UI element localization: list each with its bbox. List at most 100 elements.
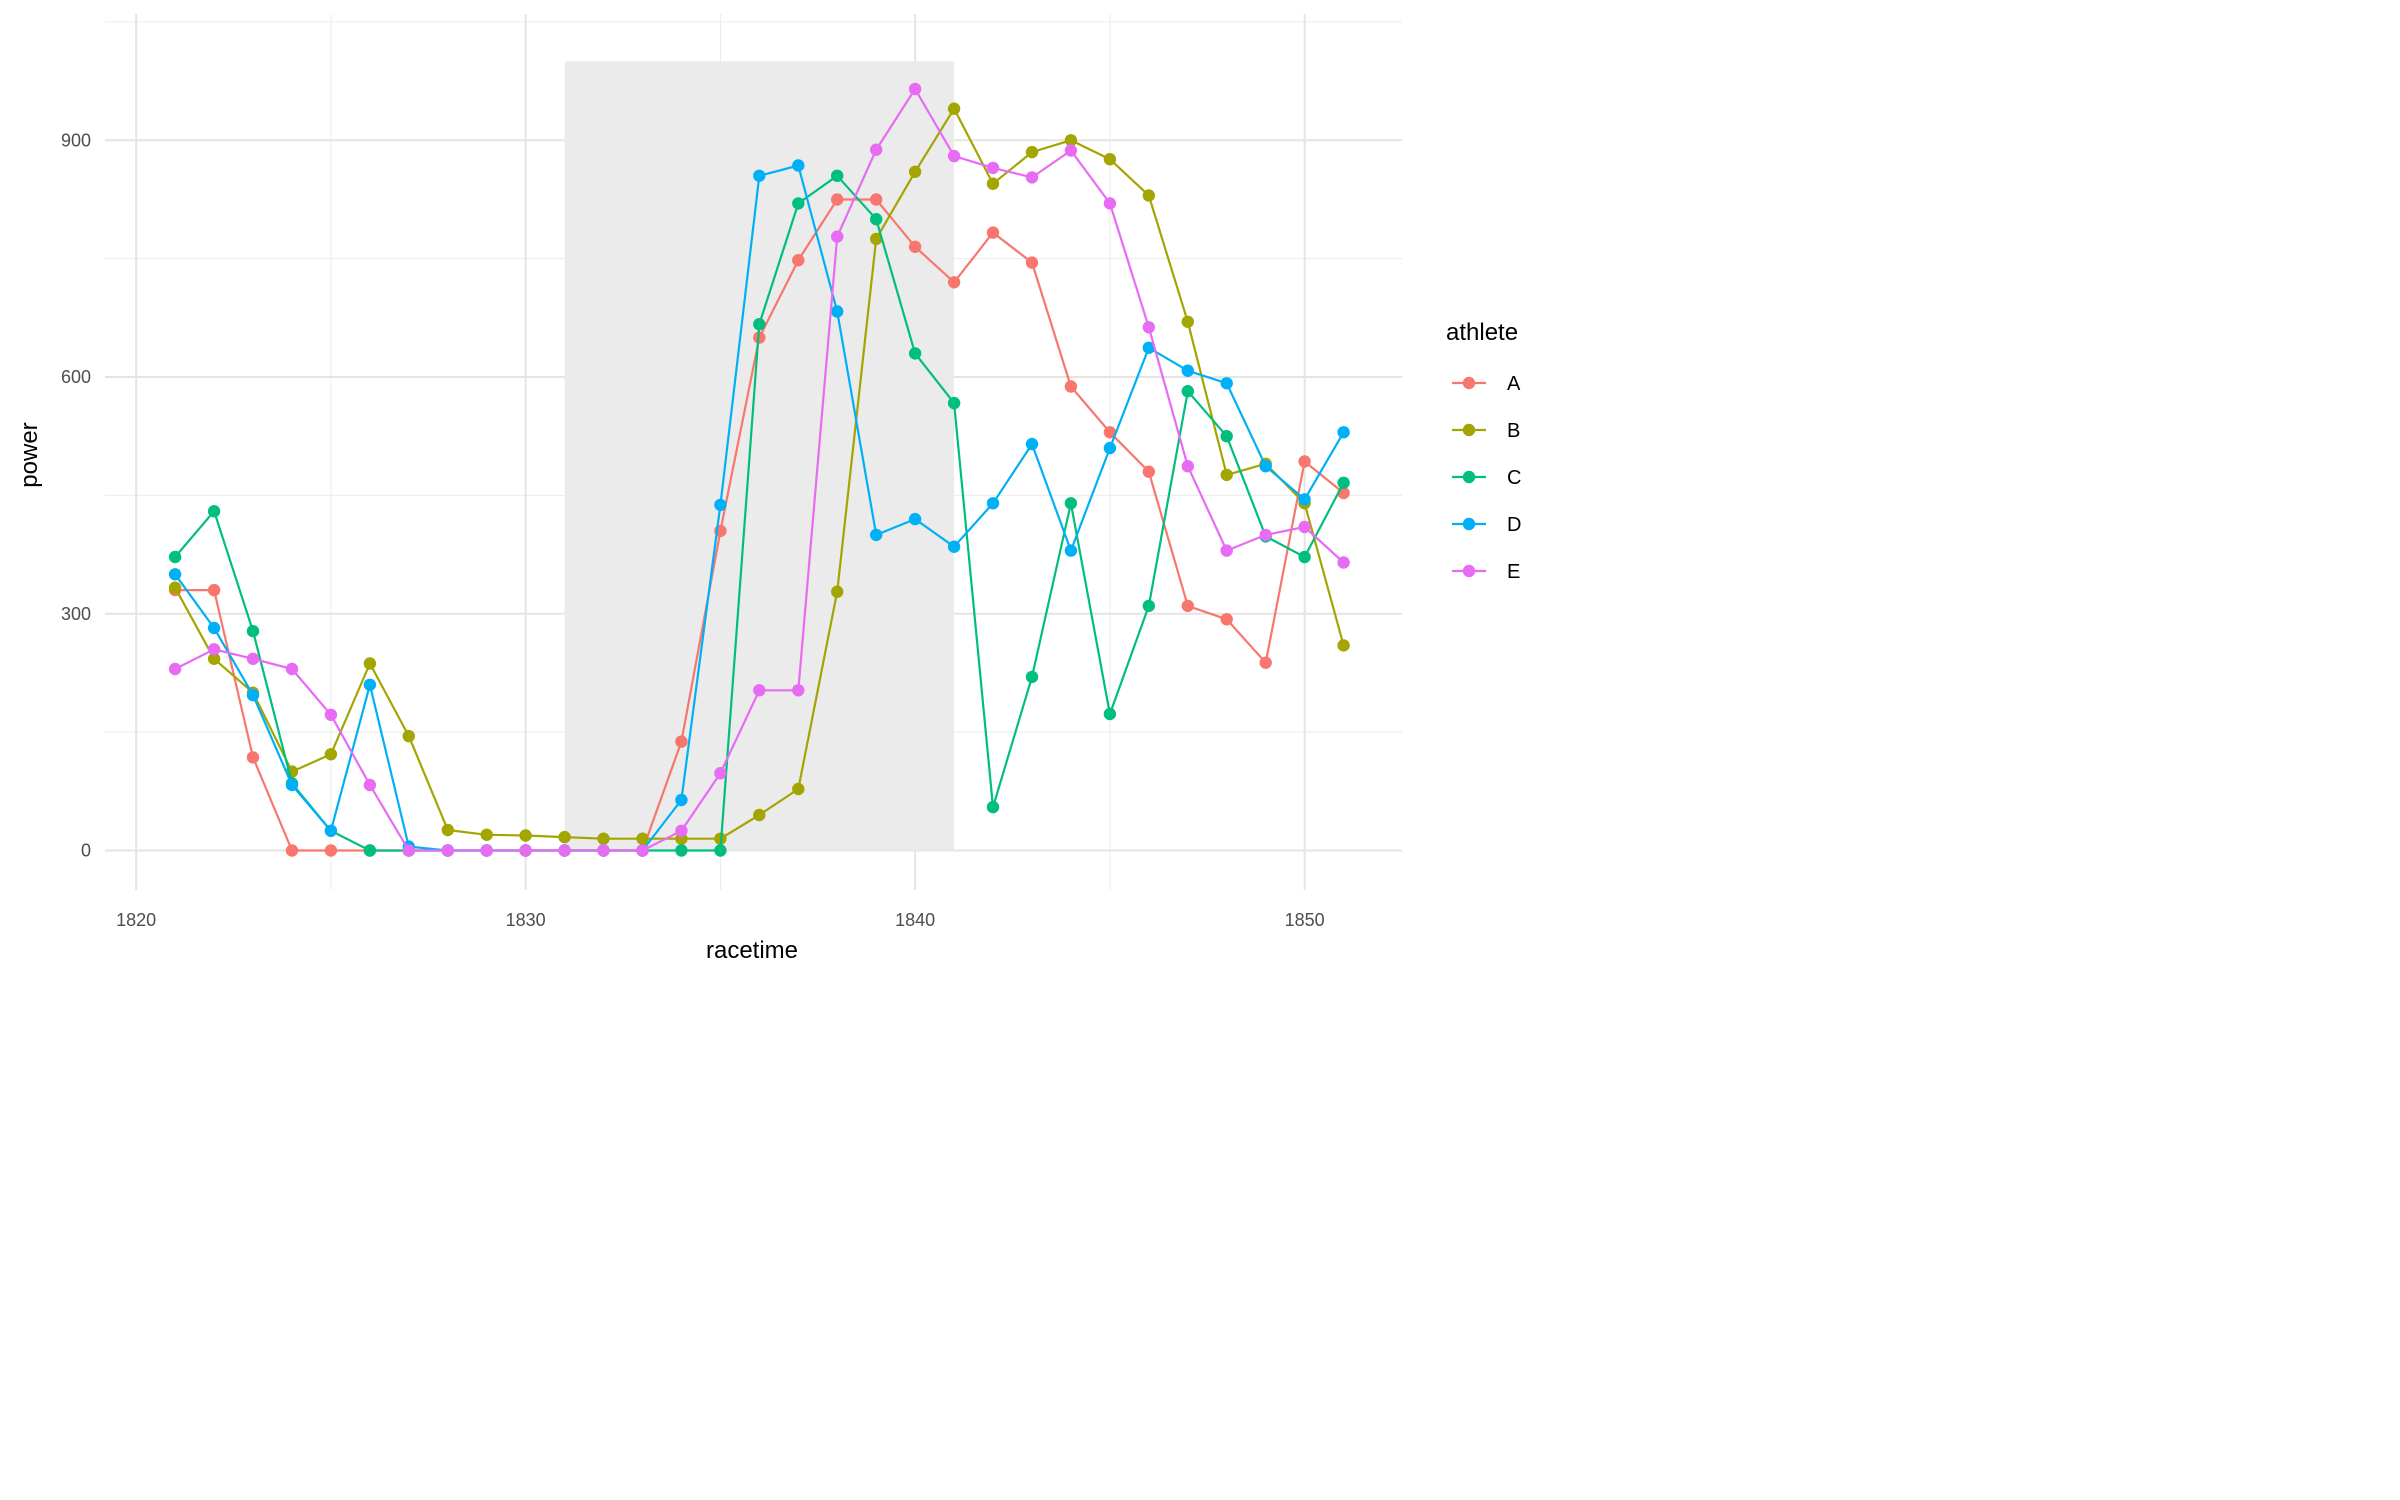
data-point <box>986 226 1000 239</box>
data-point <box>1220 468 1233 482</box>
data-point <box>1142 465 1156 478</box>
data-point <box>441 844 454 857</box>
data-point <box>1064 134 1078 147</box>
x-tick-label: 1850 <box>1285 910 1325 930</box>
data-point <box>1025 171 1039 184</box>
data-point <box>246 751 260 764</box>
data-point <box>792 159 805 172</box>
data-point <box>168 581 182 594</box>
x-tick-label: 1830 <box>506 910 546 930</box>
data-point <box>947 102 961 115</box>
data-point <box>792 254 805 267</box>
data-point <box>1103 197 1117 210</box>
data-point <box>168 662 182 676</box>
data-point <box>1025 256 1039 269</box>
y-tick-label: 300 <box>61 604 91 624</box>
data-point <box>363 678 377 691</box>
x-axis-ticks: 1820 1830 1840 1850 <box>116 910 1325 930</box>
data-point <box>1181 599 1195 613</box>
data-point <box>831 305 844 318</box>
data-point <box>870 213 883 226</box>
series-layer <box>168 82 1350 857</box>
data-point <box>519 829 532 842</box>
data-point <box>207 643 221 656</box>
data-point <box>324 708 338 721</box>
data-point <box>324 748 338 761</box>
legend-label: E <box>1507 561 1520 583</box>
data-point <box>168 568 182 581</box>
data-point <box>1220 430 1233 443</box>
data-point <box>1298 455 1311 468</box>
data-point <box>753 318 766 331</box>
data-point <box>1103 707 1117 721</box>
line-chart: 1820 1830 1840 1850 0 300 600 900 racetime pow… <box>0 0 1568 980</box>
legend-label: B <box>1507 420 1520 442</box>
data-point <box>1220 377 1233 390</box>
x-axis-title: racetime <box>706 937 798 964</box>
data-point <box>1259 528 1272 542</box>
data-point <box>1064 144 1078 157</box>
data-point <box>1103 441 1117 455</box>
data-point <box>1337 476 1350 489</box>
y-tick-label: 900 <box>61 130 91 150</box>
data-point <box>363 657 377 670</box>
legend-item-A: A <box>1452 373 1521 395</box>
legend-key-point <box>1462 517 1476 531</box>
data-point <box>831 169 844 182</box>
x-tick-label: 1840 <box>895 910 935 930</box>
legend-item-C: C <box>1452 467 1521 489</box>
data-point <box>1220 613 1233 626</box>
data-point <box>1181 315 1195 328</box>
data-point <box>1064 544 1078 557</box>
data-point <box>947 396 961 410</box>
data-point <box>1142 321 1156 334</box>
data-point <box>363 778 377 792</box>
data-point <box>1025 437 1039 451</box>
data-point <box>1337 639 1350 652</box>
data-point <box>947 540 961 553</box>
y-tick-label: 0 <box>81 841 91 861</box>
data-point <box>246 688 260 702</box>
legend-title: athlete <box>1446 319 1518 346</box>
data-point <box>1181 385 1195 398</box>
data-point <box>1142 341 1156 354</box>
data-point <box>1025 670 1039 684</box>
data-point <box>1103 153 1117 166</box>
data-point <box>207 621 221 635</box>
data-point <box>558 844 571 857</box>
data-point <box>363 844 377 857</box>
data-point <box>870 232 883 246</box>
data-point <box>558 830 571 844</box>
data-point <box>870 528 883 542</box>
data-point <box>1298 520 1311 534</box>
highlight-region <box>564 61 955 851</box>
legend-key-point <box>1462 564 1476 578</box>
data-point <box>246 624 260 638</box>
legend-label: A <box>1507 373 1521 395</box>
data-point <box>986 497 1000 510</box>
data-point <box>792 684 805 697</box>
data-point <box>597 844 610 857</box>
data-point <box>1064 380 1078 393</box>
data-point <box>714 498 727 512</box>
data-point <box>870 143 883 156</box>
data-point <box>792 197 805 210</box>
data-point <box>636 844 649 857</box>
data-point <box>1103 426 1117 439</box>
data-point <box>441 823 454 837</box>
data-point <box>908 347 922 360</box>
data-point <box>675 793 688 807</box>
data-point <box>986 177 1000 190</box>
data-point <box>831 193 844 206</box>
data-point <box>1142 599 1156 613</box>
y-axis-title: power <box>16 422 43 487</box>
data-point <box>908 82 922 96</box>
data-point <box>753 684 766 697</box>
data-point <box>947 149 961 163</box>
legend-label: C <box>1507 467 1521 489</box>
data-point <box>324 824 338 837</box>
data-point <box>1220 544 1233 557</box>
data-point <box>986 161 1000 175</box>
data-point <box>636 832 649 845</box>
y-tick-label: 600 <box>61 367 91 387</box>
